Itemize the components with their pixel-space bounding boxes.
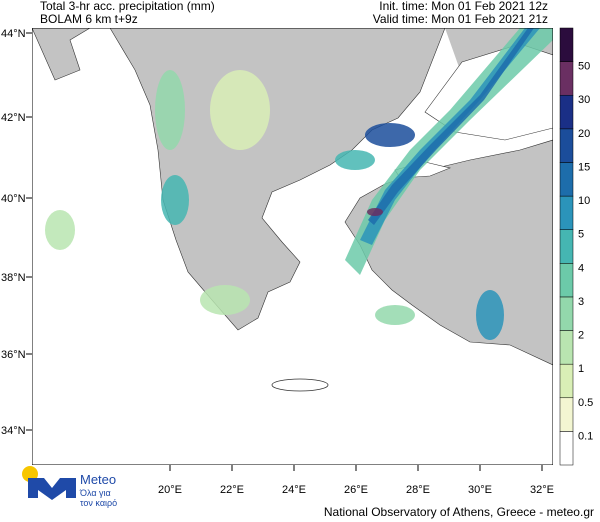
map	[32, 28, 553, 465]
longitude-label: 20°E	[158, 484, 182, 496]
latitude-label: 38°N	[1, 272, 26, 284]
footer: National Observatory of Athens, Greece -…	[324, 505, 594, 519]
land	[32, 28, 91, 81]
colorbar-label: 0.5	[578, 397, 593, 409]
colorbar-label: 20	[578, 128, 590, 140]
longitude-label: 26°E	[344, 484, 368, 496]
precipitation	[45, 28, 553, 340]
latitude-label: 42°N	[1, 112, 26, 124]
logo-tagline: Όλα για	[79, 488, 111, 498]
logo-name: Meteo	[80, 472, 116, 487]
latitude-label: 44°N	[1, 28, 26, 40]
colorbar-swatch	[559, 397, 574, 432]
longitude-label: 30°E	[468, 484, 492, 496]
colorbar-swatch	[559, 263, 574, 298]
colorbar-label: 1	[578, 363, 584, 375]
colorbar-swatch	[559, 27, 574, 62]
longitude-label: 22°E	[220, 484, 244, 496]
island	[271, 378, 329, 392]
latitude-axis: 44°N 42°N 40°N 38°N 36°N 34°N	[1, 28, 32, 437]
latitude-label: 34°N	[1, 425, 26, 437]
colorbar-label: 3	[578, 296, 584, 308]
colorbar-swatch	[559, 162, 574, 197]
colorbar-swatch	[559, 94, 574, 130]
logo: Meteo Όλα για τον καιρό	[22, 466, 117, 508]
init-time: Init. time: Mon 01 Feb 2021 12z	[379, 0, 548, 13]
colorbar-label: 10	[578, 195, 590, 207]
colorbar-swatch	[559, 195, 574, 230]
longitude-label: 24°E	[282, 484, 306, 496]
longitude-axis: 20°E 22°E 24°E 26°E 28°E 30°E 32°E	[158, 465, 554, 496]
latitude-label: 40°N	[1, 193, 26, 205]
colorbar-swatch	[559, 229, 574, 264]
colorbar-label: 30	[578, 94, 590, 106]
colorbar-label: 15	[578, 161, 590, 173]
longitude-label: 32°E	[530, 484, 554, 496]
colorbar-swatch	[559, 330, 574, 365]
colorbar: 0.1 0.5 1 2 3 4 5 10 15 20 30 50	[559, 27, 593, 466]
colorbar-label: 0.1	[578, 430, 593, 442]
model: BOLAM 6 km t+9z	[40, 12, 138, 26]
title: Total 3-hr acc. precipitation (mm)	[40, 0, 215, 13]
colorbar-swatch	[559, 363, 574, 399]
colorbar-swatch	[559, 61, 574, 96]
longitude-label: 28°E	[406, 484, 430, 496]
colorbar-label: 2	[578, 330, 584, 342]
colorbar-label: 50	[578, 61, 590, 73]
colorbar-label: 5	[578, 229, 584, 241]
colorbar-swatch	[559, 431, 574, 466]
colorbar-label: 4	[578, 262, 584, 274]
colorbar-swatch	[559, 296, 574, 331]
latitude-label: 36°N	[1, 349, 26, 361]
colorbar-swatch	[559, 128, 574, 163]
valid-time: Valid time: Mon 01 Feb 2021 21z	[373, 12, 548, 26]
logo-tagline: τον καιρό	[80, 498, 117, 508]
